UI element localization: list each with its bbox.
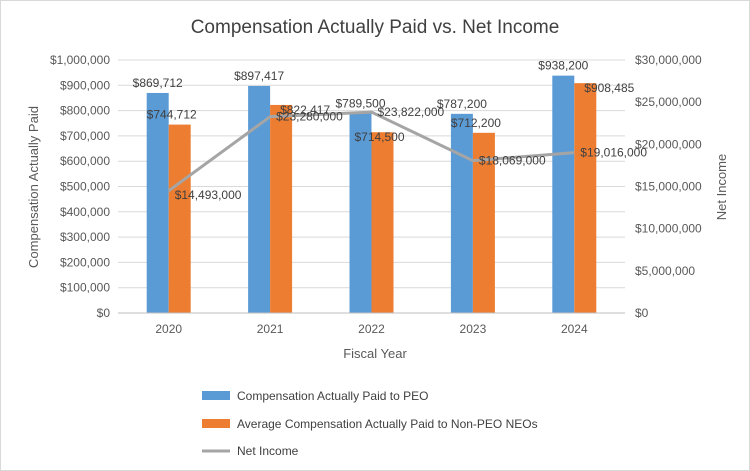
- y-tick-label: $200,000: [60, 255, 110, 269]
- net-income-line: [167, 110, 575, 192]
- bar-peo: [248, 85, 271, 314]
- x-tick-label: 2023: [460, 322, 487, 336]
- y-tick-label: $700,000: [60, 129, 110, 143]
- x-tick-label: 2024: [561, 322, 588, 336]
- bar-non-peo: [574, 83, 597, 314]
- y-tick-label: $100,000: [60, 281, 110, 295]
- x-axis-title: Fiscal Year: [343, 346, 407, 361]
- y2-tick-label: $15,000,000: [635, 180, 702, 194]
- axes: $0 $100,000 $200,000 $300,000 $400,000 $500,0…: [50, 53, 702, 336]
- data-label-non-peo: $822,417: [280, 103, 330, 117]
- data-label-net-income: $23,822,000: [378, 105, 445, 119]
- y2-tick-label: $10,000,000: [635, 222, 702, 236]
- data-label-non-peo: $712,200: [451, 116, 501, 130]
- chart-title: Compensation Actually Paid vs. Net Incom…: [191, 17, 560, 38]
- y-tick-label: $300,000: [60, 230, 110, 244]
- y-tick-label: $900,000: [60, 78, 110, 92]
- data-label-peo: $789,500: [335, 96, 385, 110]
- data-label-net-income: $19,016,000: [580, 146, 647, 160]
- bar-peo: [552, 75, 575, 313]
- legend-label-net-income: Net Income: [237, 444, 299, 458]
- data-labels: $869,712 $744,712 $14,493,000 $897,417 $822,…: [133, 59, 648, 202]
- y-tick-label: $400,000: [60, 205, 110, 219]
- data-label-net-income: $23,280,000: [276, 110, 343, 124]
- bar-peo: [349, 113, 372, 313]
- y-tick-label: $500,000: [60, 180, 110, 194]
- data-label-peo: $869,712: [133, 76, 183, 90]
- y2-tick-label: $30,000,000: [635, 53, 702, 67]
- x-tick-label: 2021: [257, 322, 284, 336]
- bar-non-peo: [168, 124, 191, 314]
- bar-non-peo: [371, 132, 394, 313]
- data-label-non-peo: $744,712: [147, 108, 197, 122]
- legend-label-non-peo: Average Compensation Actually Paid to No…: [237, 417, 538, 431]
- y2-axis-title: Net Income: [714, 154, 729, 220]
- data-label-peo: $938,200: [538, 59, 588, 73]
- y-tick-label: $1,000,000: [50, 53, 110, 67]
- bar-series: [146, 75, 597, 314]
- legend-label-peo: Compensation Actually Paid to PEO: [237, 389, 428, 403]
- data-label-non-peo: $908,485: [584, 81, 634, 95]
- y-tick-label: $800,000: [60, 104, 110, 118]
- bar-peo: [450, 113, 473, 313]
- legend: Compensation Actually Paid to PEO Averag…: [202, 389, 538, 458]
- bar-peo: [146, 92, 169, 314]
- data-label-non-peo: $714,500: [354, 130, 404, 144]
- legend-swatch-non-peo: [202, 419, 230, 428]
- data-label-peo: $897,417: [234, 69, 284, 83]
- data-label-net-income: $14,493,000: [175, 188, 242, 202]
- y-tick-label: $600,000: [60, 154, 110, 168]
- bar-non-peo: [472, 132, 495, 313]
- y-axis-title: Compensation Actually Paid: [26, 106, 41, 268]
- y2-tick-label: $0: [635, 306, 649, 320]
- x-tick-label: 2022: [358, 322, 385, 336]
- y2-tick-label: $25,000,000: [635, 95, 702, 109]
- x-tick-label: 2020: [155, 322, 182, 336]
- y2-tick-label: $20,000,000: [635, 137, 702, 151]
- y-tick-label: $0: [97, 306, 111, 320]
- net-income-polyline: [167, 110, 575, 192]
- y2-tick-label: $5,000,000: [635, 264, 695, 278]
- legend-swatch-peo: [202, 391, 230, 400]
- data-label-net-income: $18,069,000: [479, 154, 546, 168]
- bar-non-peo: [270, 104, 293, 313]
- data-label-peo: $787,200: [437, 97, 487, 111]
